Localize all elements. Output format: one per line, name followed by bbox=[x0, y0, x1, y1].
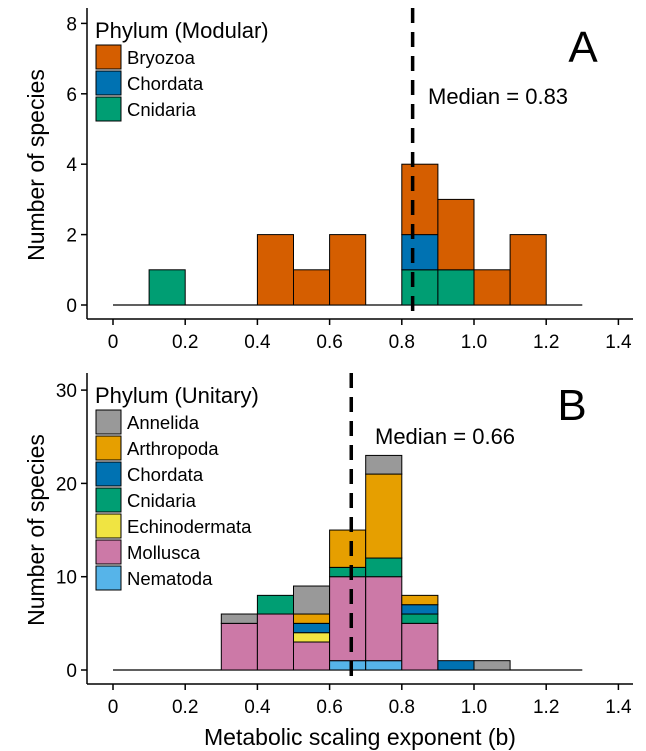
median-label-b: Median = 0.66 bbox=[375, 424, 515, 449]
legend-label-a-chordata: Chordata bbox=[127, 73, 204, 94]
bar-b-annelida-0.7 bbox=[365, 454, 403, 475]
legend-label-b-chordata: Chordata bbox=[127, 464, 204, 485]
bar-b-mollusca-0.7 bbox=[365, 576, 403, 662]
legend-label-b-cnidaria: Cnidaria bbox=[127, 490, 197, 511]
y-tick-label-a: 8 bbox=[66, 14, 77, 35]
bar-b-mollusca-0.5 bbox=[293, 641, 331, 671]
legend-swatch-a-chordata bbox=[95, 70, 122, 96]
bar-b-chordata-0.8 bbox=[401, 604, 439, 615]
x-tick-label-b: 0.8 bbox=[389, 697, 415, 718]
bar-b-annelida-0.3 bbox=[220, 613, 258, 624]
x-tick-label-a: 0.8 bbox=[389, 332, 415, 353]
legend-label-b-arthropoda: Arthropoda bbox=[127, 438, 219, 459]
x-tick-label-a: 0.4 bbox=[244, 332, 271, 353]
bar-b-nematoda-0.7 bbox=[365, 660, 403, 671]
plot-area-b: 0 0.2 0.4 0.6 0.8 1.0 1.2 1.4 0 10 20 30 Annelida Art… bbox=[56, 373, 633, 718]
bar-b-cnidaria-0.4 bbox=[256, 594, 294, 615]
legend-label-a-cnidaria: Cnidaria bbox=[127, 99, 197, 120]
bar-a-cnidaria-0.9 bbox=[437, 269, 475, 306]
x-tick-label-b: 1.4 bbox=[605, 697, 632, 718]
legend-swatch-b-arthropoda bbox=[95, 435, 122, 461]
legend-swatch-b-mollusca bbox=[95, 539, 122, 565]
bar-b-mollusca-0.4 bbox=[256, 613, 294, 671]
bar-a-bryozoa-1.0 bbox=[473, 269, 511, 306]
bar-a-bryozoa-1.1 bbox=[509, 234, 547, 306]
median-label-a: Median = 0.83 bbox=[428, 84, 568, 109]
bar-b-mollusca-0.3 bbox=[220, 622, 258, 671]
legend-label-b-nematoda: Nematoda bbox=[127, 568, 213, 589]
bar-b-arthropoda-0.6 bbox=[329, 529, 367, 568]
plot-area-a: 0 0.2 0.4 0.6 0.8 1.0 1.2 1.4 0 2 4 6 8 Bryozoa Chorda… bbox=[66, 8, 633, 353]
x-tick-label-a: 1.4 bbox=[605, 332, 632, 353]
legend-swatch-a-cnidaria bbox=[95, 96, 122, 122]
y-tick-label-a: 2 bbox=[66, 226, 77, 247]
bar-a-bryozoa-0.5 bbox=[293, 269, 331, 306]
x-tick-label-b: 0 bbox=[108, 697, 119, 718]
bar-a-cnidaria-0.1 bbox=[148, 269, 186, 306]
bar-a-cnidaria-0.8 bbox=[401, 269, 439, 306]
x-tick-label-a: 0.6 bbox=[316, 332, 342, 353]
bar-b-arthropoda-0.5 bbox=[293, 613, 331, 624]
x-tick-label-b: 0.2 bbox=[172, 697, 198, 718]
bar-b-cnidaria-0.7 bbox=[365, 557, 403, 578]
x-tick-label-a: 0.2 bbox=[172, 332, 198, 353]
bar-b-chordata-0.5 bbox=[293, 622, 331, 634]
legend-label-a-bryozoa: Bryozoa bbox=[127, 47, 196, 68]
legend-title-b: Phylum (Unitary) bbox=[95, 383, 259, 408]
legend-swatch-b-cnidaria bbox=[95, 487, 122, 513]
y-tick-label-b: 30 bbox=[56, 381, 77, 402]
legend-title-a: Phylum (Modular) bbox=[95, 18, 269, 43]
bar-b-arthropoda-0.7 bbox=[365, 473, 403, 559]
bar-b-mollusca-0.6 bbox=[329, 576, 367, 662]
bar-b-arthropoda-0.8 bbox=[401, 594, 439, 606]
x-tick-label-a: 0 bbox=[108, 332, 119, 353]
bar-b-mollusca-0.8 bbox=[401, 622, 439, 671]
panel-b: 0 0.2 0.4 0.6 0.8 1.0 1.2 1.4 0 10 20 30 Annelida Art… bbox=[23, 373, 633, 750]
legend-swatch-b-annelida bbox=[95, 409, 122, 435]
legend-label-b-mollusca: Mollusca bbox=[127, 542, 201, 563]
x-tick-label-b: 1.2 bbox=[533, 697, 559, 718]
y-tick-label-a: 6 bbox=[66, 85, 77, 106]
bar-b-annelida-1.0 bbox=[473, 660, 511, 671]
y-tick-label-b: 0 bbox=[66, 661, 77, 682]
legend-swatch-b-chordata bbox=[95, 461, 122, 487]
y-tick-label-b: 20 bbox=[56, 474, 77, 495]
y-tick-label-a: 4 bbox=[66, 155, 77, 176]
panel-a: 0 0.2 0.4 0.6 0.8 1.0 1.2 1.4 0 2 4 6 8 Bryozoa Chorda… bbox=[23, 8, 633, 353]
legend-label-b-annelida: Annelida bbox=[127, 412, 200, 433]
legend-swatch-a-bryozoa bbox=[95, 44, 122, 70]
x-tick-label-b: 0.4 bbox=[244, 697, 271, 718]
bar-a-bryozoa-0.9 bbox=[437, 198, 475, 271]
y-tick-label-a: 0 bbox=[66, 296, 77, 317]
legend-swatch-b-nematoda bbox=[95, 565, 122, 591]
bar-a-bryozoa-0.4 bbox=[256, 234, 294, 306]
legend-label-b-echinodermata: Echinodermata bbox=[127, 516, 252, 537]
y-axis-title-b: Number of species bbox=[23, 434, 49, 626]
bar-a-bryozoa-0.6 bbox=[329, 234, 367, 306]
bar-b-cnidaria-0.6 bbox=[329, 566, 367, 578]
legend-swatch-b-echinodermata bbox=[95, 513, 122, 539]
bar-a-chordata-0.8 bbox=[401, 234, 439, 271]
x-tick-label-a: 1.2 bbox=[533, 332, 559, 353]
x-tick-label-b: 1.0 bbox=[461, 697, 487, 718]
y-tick-label-b: 10 bbox=[56, 568, 77, 589]
x-tick-label-a: 1.0 bbox=[461, 332, 487, 353]
x-tick-label-b: 0.6 bbox=[316, 697, 342, 718]
bar-b-cnidaria-0.8 bbox=[401, 613, 439, 624]
bar-b-nematoda-0.6 bbox=[329, 660, 367, 671]
bar-b-annelida-0.5 bbox=[293, 585, 331, 615]
bar-a-bryozoa-0.8 bbox=[401, 163, 439, 236]
bar-b-echinodermata-0.5 bbox=[293, 632, 331, 643]
y-axis-title-a: Number of species bbox=[23, 69, 49, 261]
panel-label-a: A bbox=[568, 23, 598, 72]
panel-label-b: B bbox=[557, 381, 586, 430]
bar-b-chordata-0.9 bbox=[437, 660, 475, 671]
x-axis-title-b: Metabolic scaling exponent (b) bbox=[204, 724, 516, 750]
